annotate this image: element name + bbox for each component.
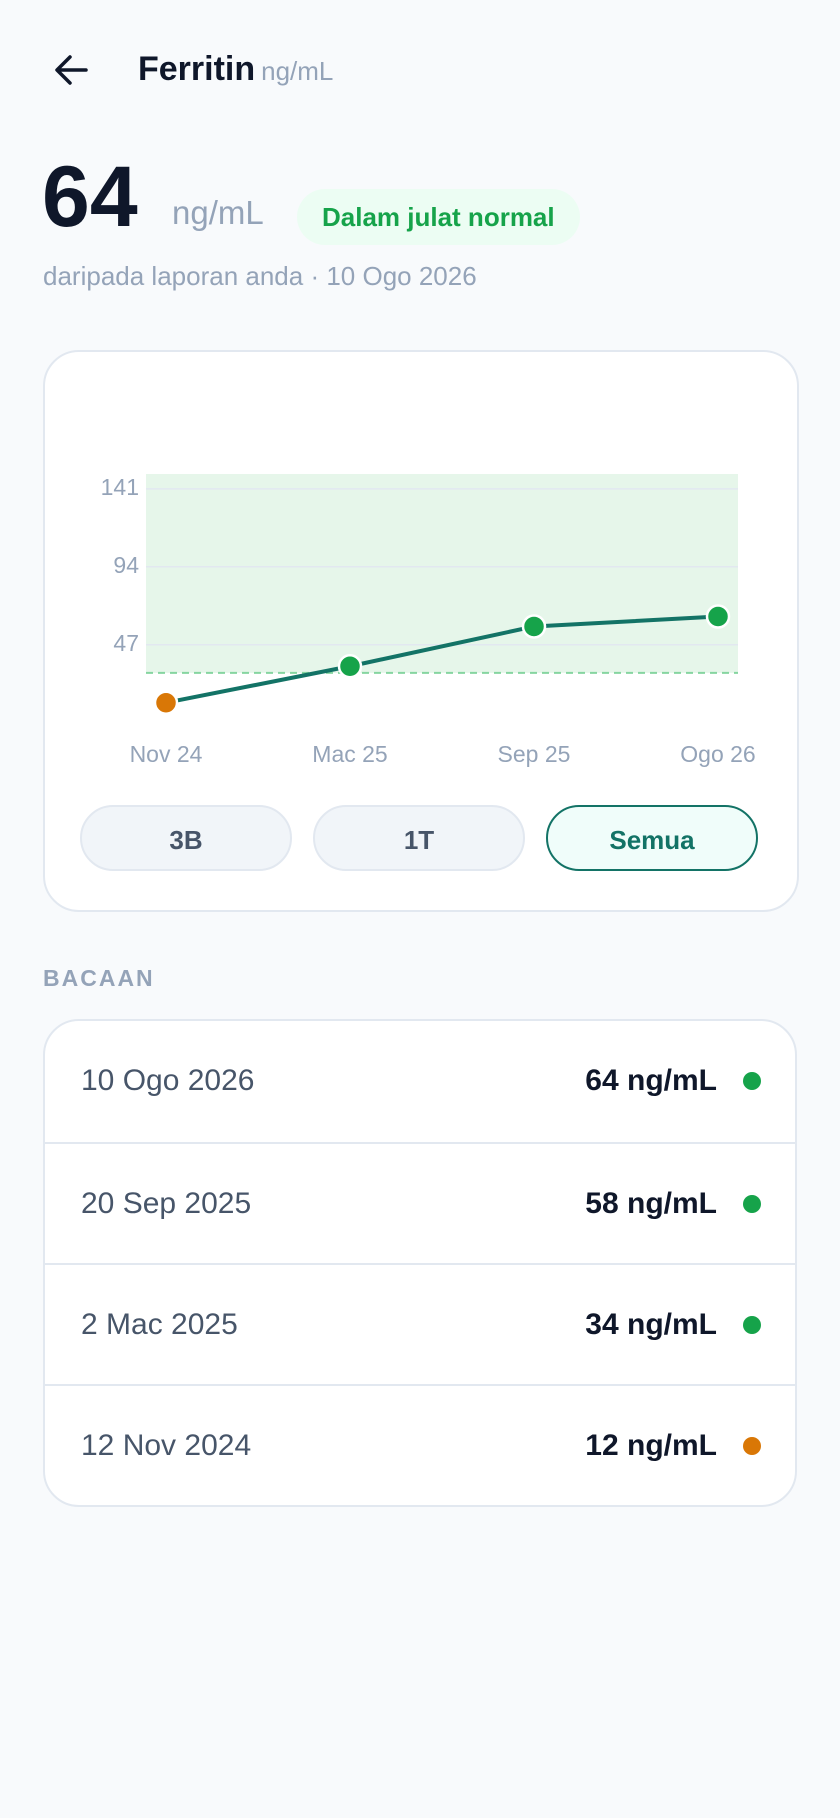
value: 64: [42, 149, 138, 245]
reading-row[interactable]: 20 Sep 2025 58 ng/mL: [45, 1142, 795, 1263]
point: [153, 690, 179, 715]
reading-row[interactable]: 10 Ogo 2026 64 ng/mL: [45, 1021, 795, 1142]
range-button[interactable]: 3B: [80, 805, 292, 871]
status-dot: [743, 1316, 761, 1334]
status-dot: [743, 1072, 761, 1090]
reading-date: 2 Mac 2025: [81, 1308, 238, 1341]
chart: 47 94 141 Nov 24 Mac 25 Sep 25 Ogo 26: [101, 474, 756, 767]
reading-value: 34 ng/mL: [585, 1308, 717, 1341]
reading-row[interactable]: 2 Mac 2025 34 ng/mL: [45, 1263, 795, 1384]
range-button[interactable]: Semua: [546, 805, 758, 871]
point: [337, 654, 363, 679]
point: [521, 614, 547, 639]
reading-value: 58 ng/mL: [585, 1187, 717, 1220]
x-tick-label: Mac 25: [312, 741, 387, 767]
header: Ferritin ng/mL: [138, 50, 333, 89]
title-unit: ng/mL: [261, 56, 334, 86]
value-unit: ng/mL: [172, 194, 264, 231]
x-tick-label: Ogo 26: [680, 741, 755, 767]
status-badge: Dalam julat normal: [297, 189, 580, 245]
back-button[interactable]: [50, 48, 94, 92]
readings-list: 10 Ogo 2026 64 ng/mL 20 Sep 2025 58 ng/mL 2 …: [43, 1019, 797, 1507]
y-tick-label: 94: [113, 552, 139, 578]
normal-band: [146, 474, 738, 673]
status-dot: [743, 1437, 761, 1455]
reading-date: 10 Ogo 2026: [81, 1064, 255, 1097]
section-title: BACAAN: [43, 965, 155, 991]
source: daripada laporan anda · 10 Ogo 2026: [43, 261, 477, 291]
reading-date: 20 Sep 2025: [81, 1187, 252, 1220]
reading-date: 12 Nov 2024: [81, 1429, 252, 1462]
reading-row[interactable]: 12 Nov 2024 12 ng/mL: [45, 1384, 795, 1505]
y-tick-label: 47: [113, 630, 139, 656]
point: [705, 604, 731, 629]
status-dot: [743, 1195, 761, 1213]
range-button[interactable]: 1T: [313, 805, 525, 871]
y-tick-label: 141: [101, 474, 139, 500]
reading-value: 64 ng/mL: [585, 1064, 717, 1097]
x-tick-label: Nov 24: [130, 741, 203, 767]
x-tick-label: Sep 25: [498, 741, 571, 767]
title: Ferritin: [138, 50, 256, 88]
line: [165, 614, 719, 705]
reading-value: 12 ng/mL: [585, 1429, 717, 1462]
